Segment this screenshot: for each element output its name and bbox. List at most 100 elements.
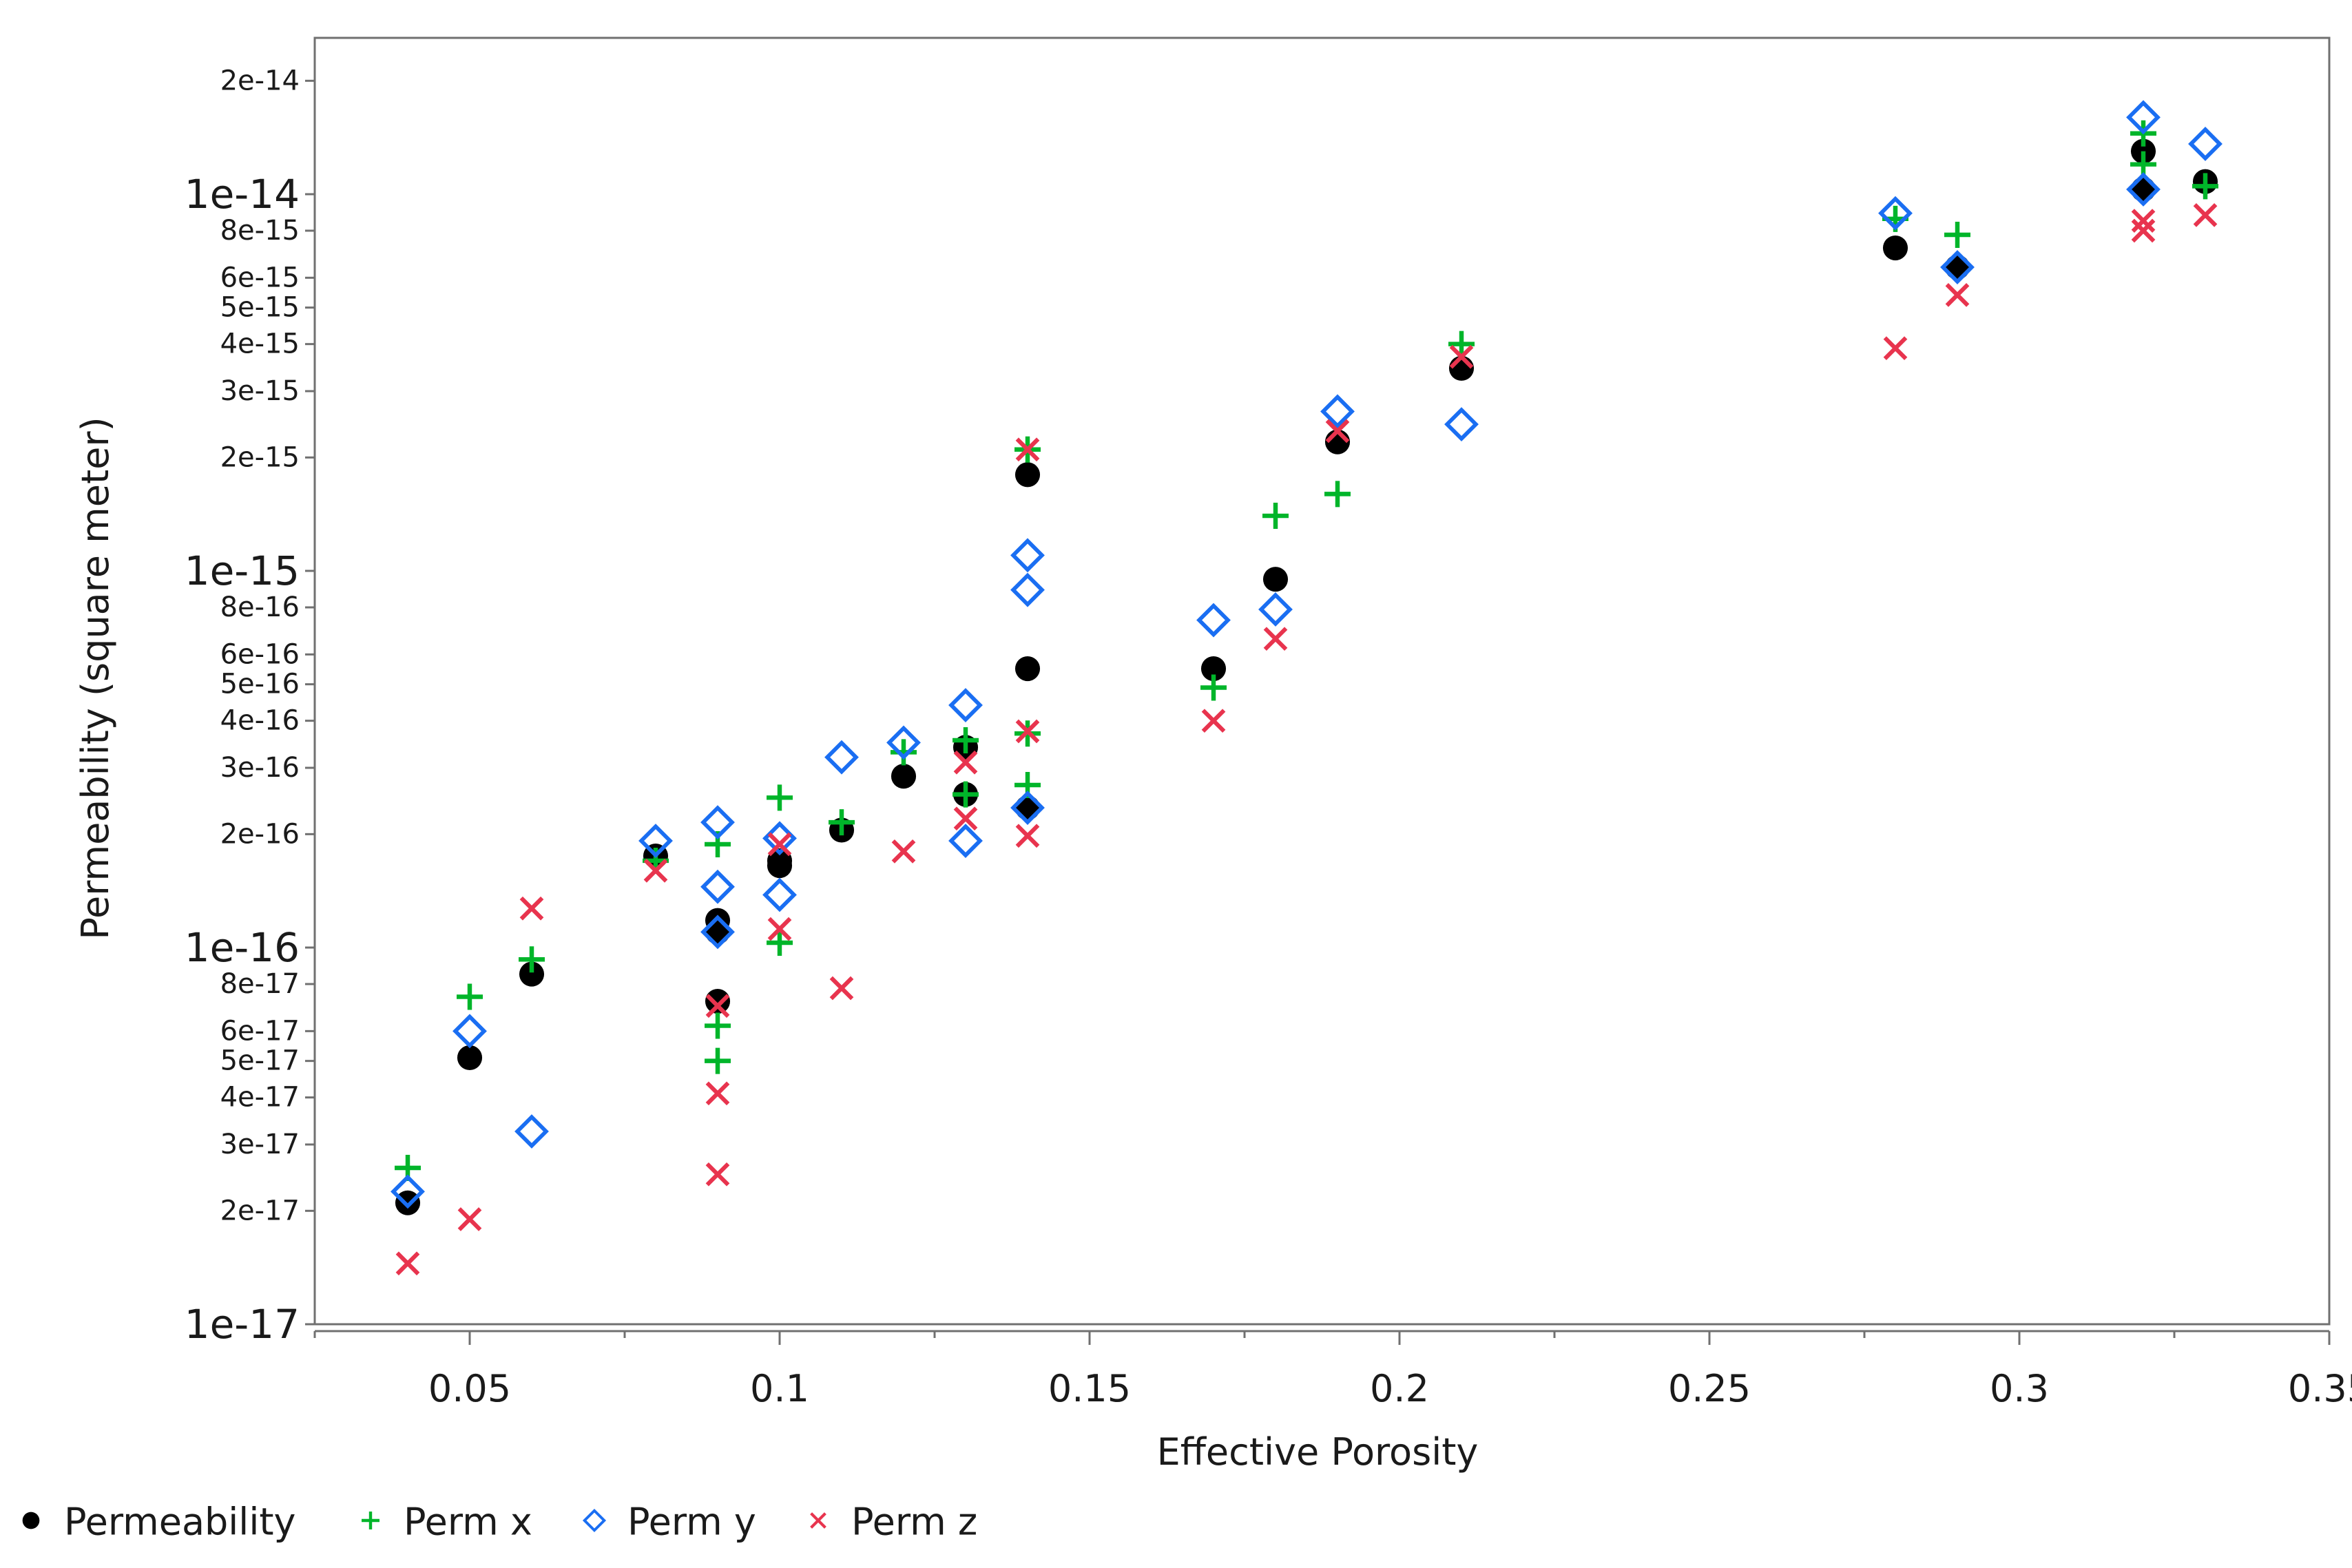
data-point [1200, 656, 1227, 682]
legend-marker [362, 1512, 379, 1529]
legend-item: Permeability [22, 1501, 295, 1544]
x-tick-label: 0.35 [2288, 1367, 2352, 1410]
data-point [2193, 203, 2218, 227]
data-point [886, 725, 921, 760]
legend: Permeability Perm x Perm y Perm z [22, 1501, 977, 1544]
data-point [767, 929, 793, 956]
legend-label: Perm y [627, 1501, 756, 1544]
data-point [1320, 394, 1355, 429]
series-perm-x [395, 120, 2218, 1182]
data-point [1010, 791, 1045, 825]
legend-label: Permeability [64, 1501, 295, 1544]
data-point [1014, 795, 1041, 821]
data-point [705, 1162, 730, 1187]
data-point [1324, 481, 1351, 508]
data-point [1200, 674, 1227, 701]
y-tick-label: 2e-16 [220, 818, 300, 850]
data-point [705, 988, 731, 1014]
y-tick-label: 1e-14 [185, 171, 300, 218]
data-point [700, 914, 735, 950]
y-tick-label: 5e-16 [220, 669, 300, 700]
legend-item: Perm z [810, 1501, 977, 1544]
data-point [1878, 196, 1913, 231]
data-point [824, 740, 859, 775]
x-tick-label: 0.05 [428, 1367, 511, 1410]
y-tick-label: 6e-17 [220, 1015, 300, 1047]
data-point [1262, 567, 1289, 592]
y-tick-label: 6e-15 [220, 262, 300, 293]
data-point [1325, 419, 1350, 443]
x-tick-label: 0.25 [1668, 1367, 1751, 1410]
series-perm-y [391, 100, 2223, 1209]
legend-item: Perm x [362, 1501, 532, 1544]
data-point [2131, 209, 2156, 233]
data-point [1014, 462, 1041, 488]
data-point [948, 688, 983, 722]
x-axis: 0.05 0.1 0.15 0.2 0.25 0.3 0.35 [313, 1330, 2352, 1410]
y-tick-label: 2e-14 [220, 65, 300, 96]
data-point [700, 869, 735, 904]
data-point [2126, 100, 2161, 135]
data-point [1010, 538, 1045, 573]
y-axis-title: Permeability (square meter) [74, 417, 117, 939]
data-point [391, 1174, 425, 1209]
y-tick-label: 4e-15 [220, 328, 300, 360]
data-point [1944, 222, 1970, 249]
data-point [1263, 627, 1288, 651]
data-point [1940, 250, 1975, 284]
data-point [1449, 344, 1474, 369]
data-point [519, 896, 544, 921]
y-tick-label: 3e-15 [220, 375, 300, 407]
y-tick-label: 8e-17 [220, 968, 300, 1000]
data-point [1015, 437, 1040, 462]
legend-marker [810, 1512, 826, 1529]
data-point [1883, 336, 1908, 361]
y-tick-label: 4e-16 [220, 705, 300, 737]
x-axis-title: Effective Porosity [1157, 1430, 1479, 1474]
data-point [891, 839, 916, 864]
data-point [953, 750, 978, 775]
data-point [762, 877, 797, 912]
data-point [953, 806, 978, 831]
data-point [1258, 592, 1293, 627]
data-point [2192, 173, 2218, 200]
legend-label: Perm z [851, 1501, 977, 1544]
data-point [638, 824, 673, 858]
plot-area [313, 36, 2331, 1326]
data-point [1444, 407, 1479, 442]
data-point [2188, 127, 2223, 161]
data-point [457, 983, 483, 1010]
data-point [705, 994, 730, 1018]
data-point [1014, 656, 1041, 682]
data-point [767, 848, 793, 873]
y-tick-label: 1e-15 [185, 547, 300, 594]
data-point [767, 917, 792, 941]
data-point [395, 1251, 420, 1276]
data-point [1448, 331, 1475, 357]
y-tick-label: 2e-17 [220, 1195, 300, 1226]
data-point [395, 1190, 421, 1215]
data-point [1010, 572, 1045, 607]
data-point [2130, 138, 2156, 164]
data-point [700, 805, 735, 840]
data-point [767, 832, 792, 857]
data-point [1015, 824, 1040, 848]
data-point [829, 976, 854, 1001]
series-perm-z [395, 203, 2218, 1276]
data-point [1945, 283, 1970, 307]
legend-label: Perm x [404, 1501, 532, 1544]
data-point [519, 961, 545, 987]
y-tick-label: 8e-15 [220, 215, 300, 247]
y-tick-label: 1e-16 [185, 924, 300, 971]
x-tick-label: 0.3 [1990, 1367, 2049, 1410]
data-point [2130, 176, 2156, 202]
data-markers [391, 100, 2223, 1276]
y-tick-label: 5e-17 [220, 1045, 300, 1077]
data-point [829, 809, 855, 836]
data-point [705, 1047, 731, 1074]
series-permeability [395, 138, 2218, 1215]
data-point [891, 739, 917, 766]
data-point [2126, 172, 2161, 207]
data-point [705, 1081, 730, 1106]
